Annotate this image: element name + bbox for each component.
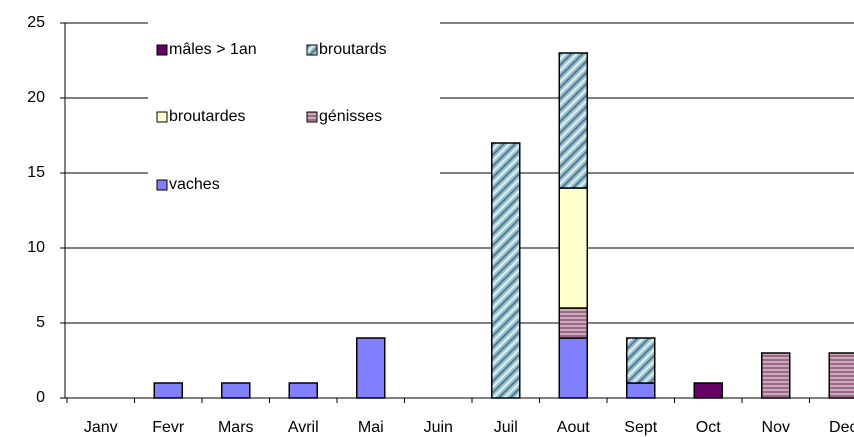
x-tick-label: Sept (624, 419, 657, 436)
legend-swatch (156, 179, 168, 191)
bar-segment (626, 337, 656, 384)
x-tick-label: Dec (829, 419, 854, 436)
y-tick-label: 20 (27, 89, 45, 106)
x-tick-label: Janv (84, 419, 118, 436)
x-tick-label: Oct (696, 419, 721, 436)
bar-segment (153, 382, 183, 399)
legend-swatch (156, 44, 168, 56)
legend-label: vaches (169, 176, 220, 193)
x-tick-label: Mai (358, 419, 384, 436)
x-tick-label: Nov (762, 419, 790, 436)
x-tick-label: Fevr (152, 419, 185, 436)
y-tick-label: 15 (27, 164, 45, 181)
bar-segment (558, 52, 588, 189)
legend-label: broutardes (169, 108, 246, 125)
x-tick-label: Aout (557, 419, 590, 436)
x-tick-label: Juin (424, 419, 453, 436)
bar-segment (356, 337, 386, 399)
bar-segment (761, 352, 791, 399)
legend-label: génisses (319, 108, 382, 125)
legend-swatch (306, 44, 318, 56)
bar-segment (558, 307, 588, 339)
bar-segment (626, 382, 656, 399)
legend-label: mâles > 1an (169, 41, 257, 58)
legend-label: broutards (319, 41, 387, 58)
bar-segment (221, 382, 251, 399)
x-tick-label: Juil (494, 419, 518, 436)
y-tick-label: 10 (27, 239, 45, 256)
legend-swatch (156, 111, 168, 123)
y-tick-label: 5 (36, 314, 45, 331)
bar-segment (491, 142, 521, 399)
bar-segment (558, 337, 588, 399)
bar-segment (288, 382, 318, 399)
x-tick-label: Avril (288, 419, 319, 436)
y-tick-label: 0 (36, 389, 45, 406)
x-tick-label: Mars (218, 419, 254, 436)
bar-segment (558, 187, 588, 309)
legend (148, 14, 440, 210)
y-tick-label: 25 (27, 14, 45, 31)
bar-segment (828, 352, 854, 399)
bar-segment (693, 382, 723, 399)
legend-swatch (306, 111, 318, 123)
